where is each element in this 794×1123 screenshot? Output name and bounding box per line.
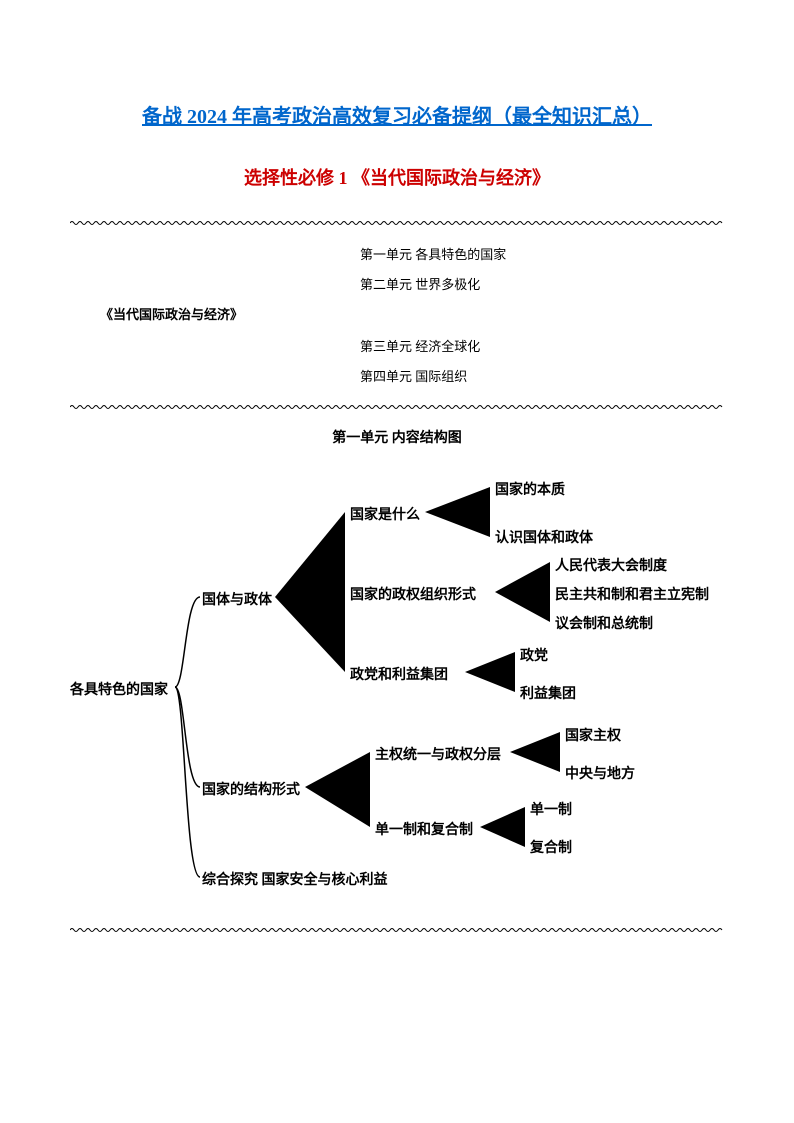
- tree-leaf: 利益集团: [520, 683, 576, 703]
- tree-node: 国家是什么: [350, 504, 420, 524]
- divider-wavy: [70, 404, 724, 412]
- tree-node: 国家的结构形式: [202, 779, 300, 799]
- toc-item: 第一单元 各具特色的国家: [360, 244, 506, 263]
- tree-node: 国体与政体: [202, 589, 272, 609]
- section-header: 第一单元 内容结构图: [70, 427, 724, 447]
- tree-leaf: 民主共和制和君主立宪制: [555, 584, 709, 604]
- table-of-contents: 《当代国际政治与经济》 第一单元 各具特色的国家 第二单元 世界多极化 第三单元…: [70, 236, 724, 396]
- tree-leaf: 政党: [520, 645, 548, 665]
- toc-item: 第三单元 经济全球化: [360, 336, 480, 355]
- sub-title: 选择性必修 1 《当代国际政治与经济》: [70, 164, 724, 190]
- toc-item: 第二单元 世界多极化: [360, 274, 480, 293]
- tree-node: 主权统一与政权分层: [375, 744, 501, 764]
- tree-node: 综合探究 国家安全与核心利益: [202, 869, 388, 889]
- tree-node: 单一制和复合制: [375, 819, 473, 839]
- tree-leaf: 单一制: [530, 799, 572, 819]
- tree-node: 政党和利益集团: [350, 664, 448, 684]
- toc-root: 《当代国际政治与经济》: [100, 304, 243, 323]
- structure-diagram: 各具特色的国家 国体与政体 国家的结构形式 综合探究 国家安全与核心利益 国家是…: [70, 467, 724, 907]
- toc-item: 第四单元 国际组织: [360, 366, 467, 385]
- divider-wavy: [70, 927, 724, 935]
- tree-leaf: 议会制和总统制: [555, 613, 653, 633]
- tree-leaf: 认识国体和政体: [495, 527, 593, 547]
- tree-root: 各具特色的国家: [70, 679, 168, 699]
- tree-node: 国家的政权组织形式: [350, 584, 476, 604]
- tree-leaf: 复合制: [530, 837, 572, 857]
- tree-leaf: 人民代表大会制度: [555, 555, 667, 575]
- tree-leaf: 国家主权: [565, 725, 621, 745]
- tree-leaf: 中央与地方: [565, 763, 635, 783]
- divider-wavy: [70, 220, 724, 228]
- tree-leaf: 国家的本质: [495, 479, 565, 499]
- page-title: 备战 2024 年高考政治高效复习必备提纲（最全知识汇总）: [70, 100, 724, 129]
